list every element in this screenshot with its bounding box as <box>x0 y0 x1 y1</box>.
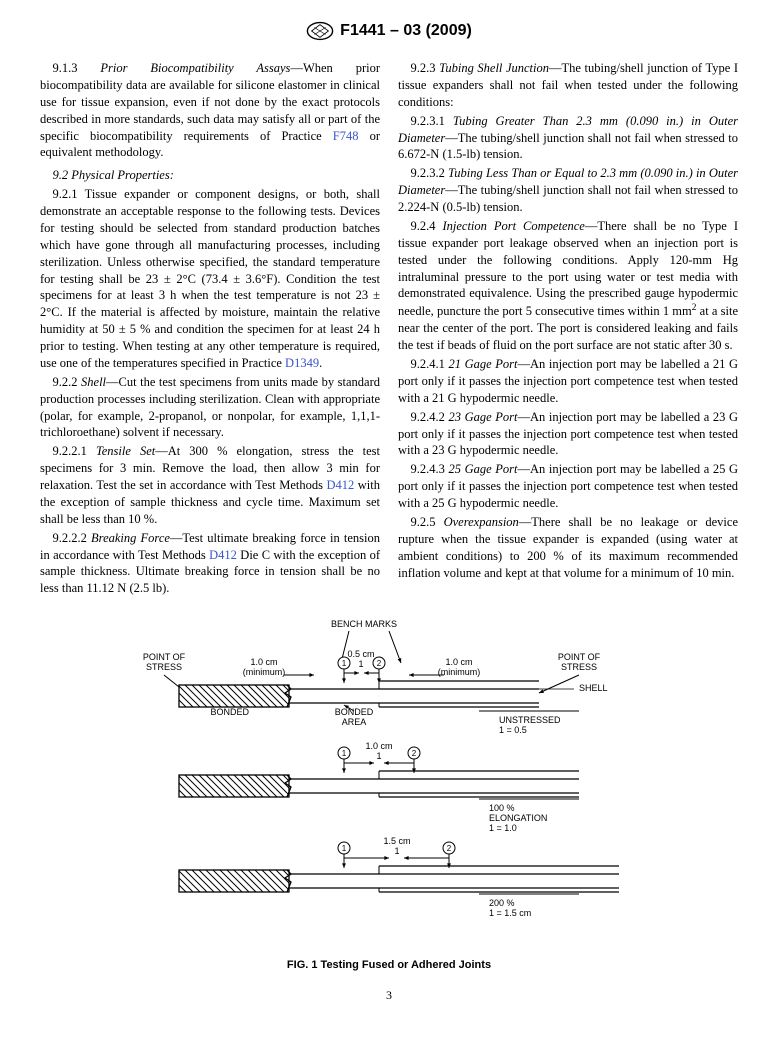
svg-text:1: 1 <box>342 749 347 758</box>
para-9-2-2: 9.2.2 Shell—Cut the test specimens from … <box>40 374 380 442</box>
designation: F1441 – 03 (2009) <box>340 20 472 42</box>
svg-text:1.0 cm(minimum): 1.0 cm(minimum) <box>438 657 481 677</box>
page: F1441 – 03 (2009) 9.1.3 Prior Biocompati… <box>0 0 778 1033</box>
document-header: F1441 – 03 (2009) <box>40 20 738 42</box>
page-number: 3 <box>40 987 738 1003</box>
svg-text:POINT OFSTRESS: POINT OFSTRESS <box>558 652 601 672</box>
figure-svg: BENCH MARKS POINT OFSTRESS POINT OFSTRESS 1… <box>109 615 669 945</box>
svg-text:0.5 cm1: 0.5 cm1 <box>347 649 374 669</box>
link-d1349[interactable]: D1349 <box>285 356 319 370</box>
svg-text:1.0 cm1: 1.0 cm1 <box>365 741 392 761</box>
para-9-2-4-2: 9.2.4.2 23 Gage Port—An injection port m… <box>398 409 738 460</box>
svg-text:2: 2 <box>377 659 382 668</box>
svg-text:BONDEDAREA: BONDEDAREA <box>335 707 374 727</box>
para-9-2-2-1: 9.2.2.1 Tensile Set—At 300 % elongation,… <box>40 443 380 527</box>
svg-text:2: 2 <box>447 844 452 853</box>
para-9-2-3-2: 9.2.3.2 Tubing Less Than or Equal to 2.3… <box>398 165 738 216</box>
svg-text:1.0 cm(minimum): 1.0 cm(minimum) <box>243 657 286 677</box>
figure-caption: FIG. 1 Testing Fused or Adhered Joints <box>40 958 738 973</box>
svg-text:1: 1 <box>342 844 347 853</box>
svg-text:100 %ELONGATION1 = 1.0: 100 %ELONGATION1 = 1.0 <box>489 803 547 833</box>
para-9-2-4: 9.2.4 Injection Port Competence—There sh… <box>398 218 738 354</box>
astm-logo <box>306 20 334 42</box>
para-9-2-4-1: 9.2.4.1 21 Gage Port—An injection port m… <box>398 356 738 407</box>
para-9-1-3: 9.1.3 Prior Biocompatibility Assays—When… <box>40 60 380 161</box>
link-f748[interactable]: F748 <box>333 129 359 143</box>
section-9-2-title: 9.2 Physical Properties: <box>40 167 380 184</box>
para-9-2-2-2: 9.2.2.2 Breaking Force—Test ultimate bre… <box>40 530 380 598</box>
svg-text:1.5 cm1: 1.5 cm1 <box>383 836 410 856</box>
svg-text:200 %1 = 1.5 cm: 200 %1 = 1.5 cm <box>489 898 531 918</box>
para-9-2-3: 9.2.3 Tubing Shell Junction—The tubing/s… <box>398 60 738 111</box>
para-9-2-3-1: 9.2.3.1 Tubing Greater Than 2.3 mm (0.09… <box>398 113 738 164</box>
para-9-2-4-3: 9.2.4.3 25 Gage Port—An injection port m… <box>398 461 738 512</box>
svg-text:1: 1 <box>342 659 347 668</box>
link-d412-a[interactable]: D412 <box>327 478 355 492</box>
body-columns: 9.1.3 Prior Biocompatibility Assays—When… <box>40 60 738 597</box>
svg-text:SHELL: SHELL <box>579 683 608 693</box>
svg-text:2: 2 <box>412 749 417 758</box>
link-d412-b[interactable]: D412 <box>209 548 237 562</box>
figure-1: BENCH MARKS POINT OFSTRESS POINT OFSTRESS 1… <box>40 615 738 973</box>
para-9-2-1: 9.2.1 Tissue expander or component desig… <box>40 186 380 372</box>
svg-text:UNSTRESSED1 = 0.5: UNSTRESSED1 = 0.5 <box>499 715 561 735</box>
svg-text:POINT OFSTRESS: POINT OFSTRESS <box>143 652 186 672</box>
para-9-2-5: 9.2.5 Overexpansion—There shall be no le… <box>398 514 738 582</box>
svg-text:BONDED: BONDED <box>210 707 249 717</box>
svg-text:BENCH MARKS: BENCH MARKS <box>331 619 397 629</box>
